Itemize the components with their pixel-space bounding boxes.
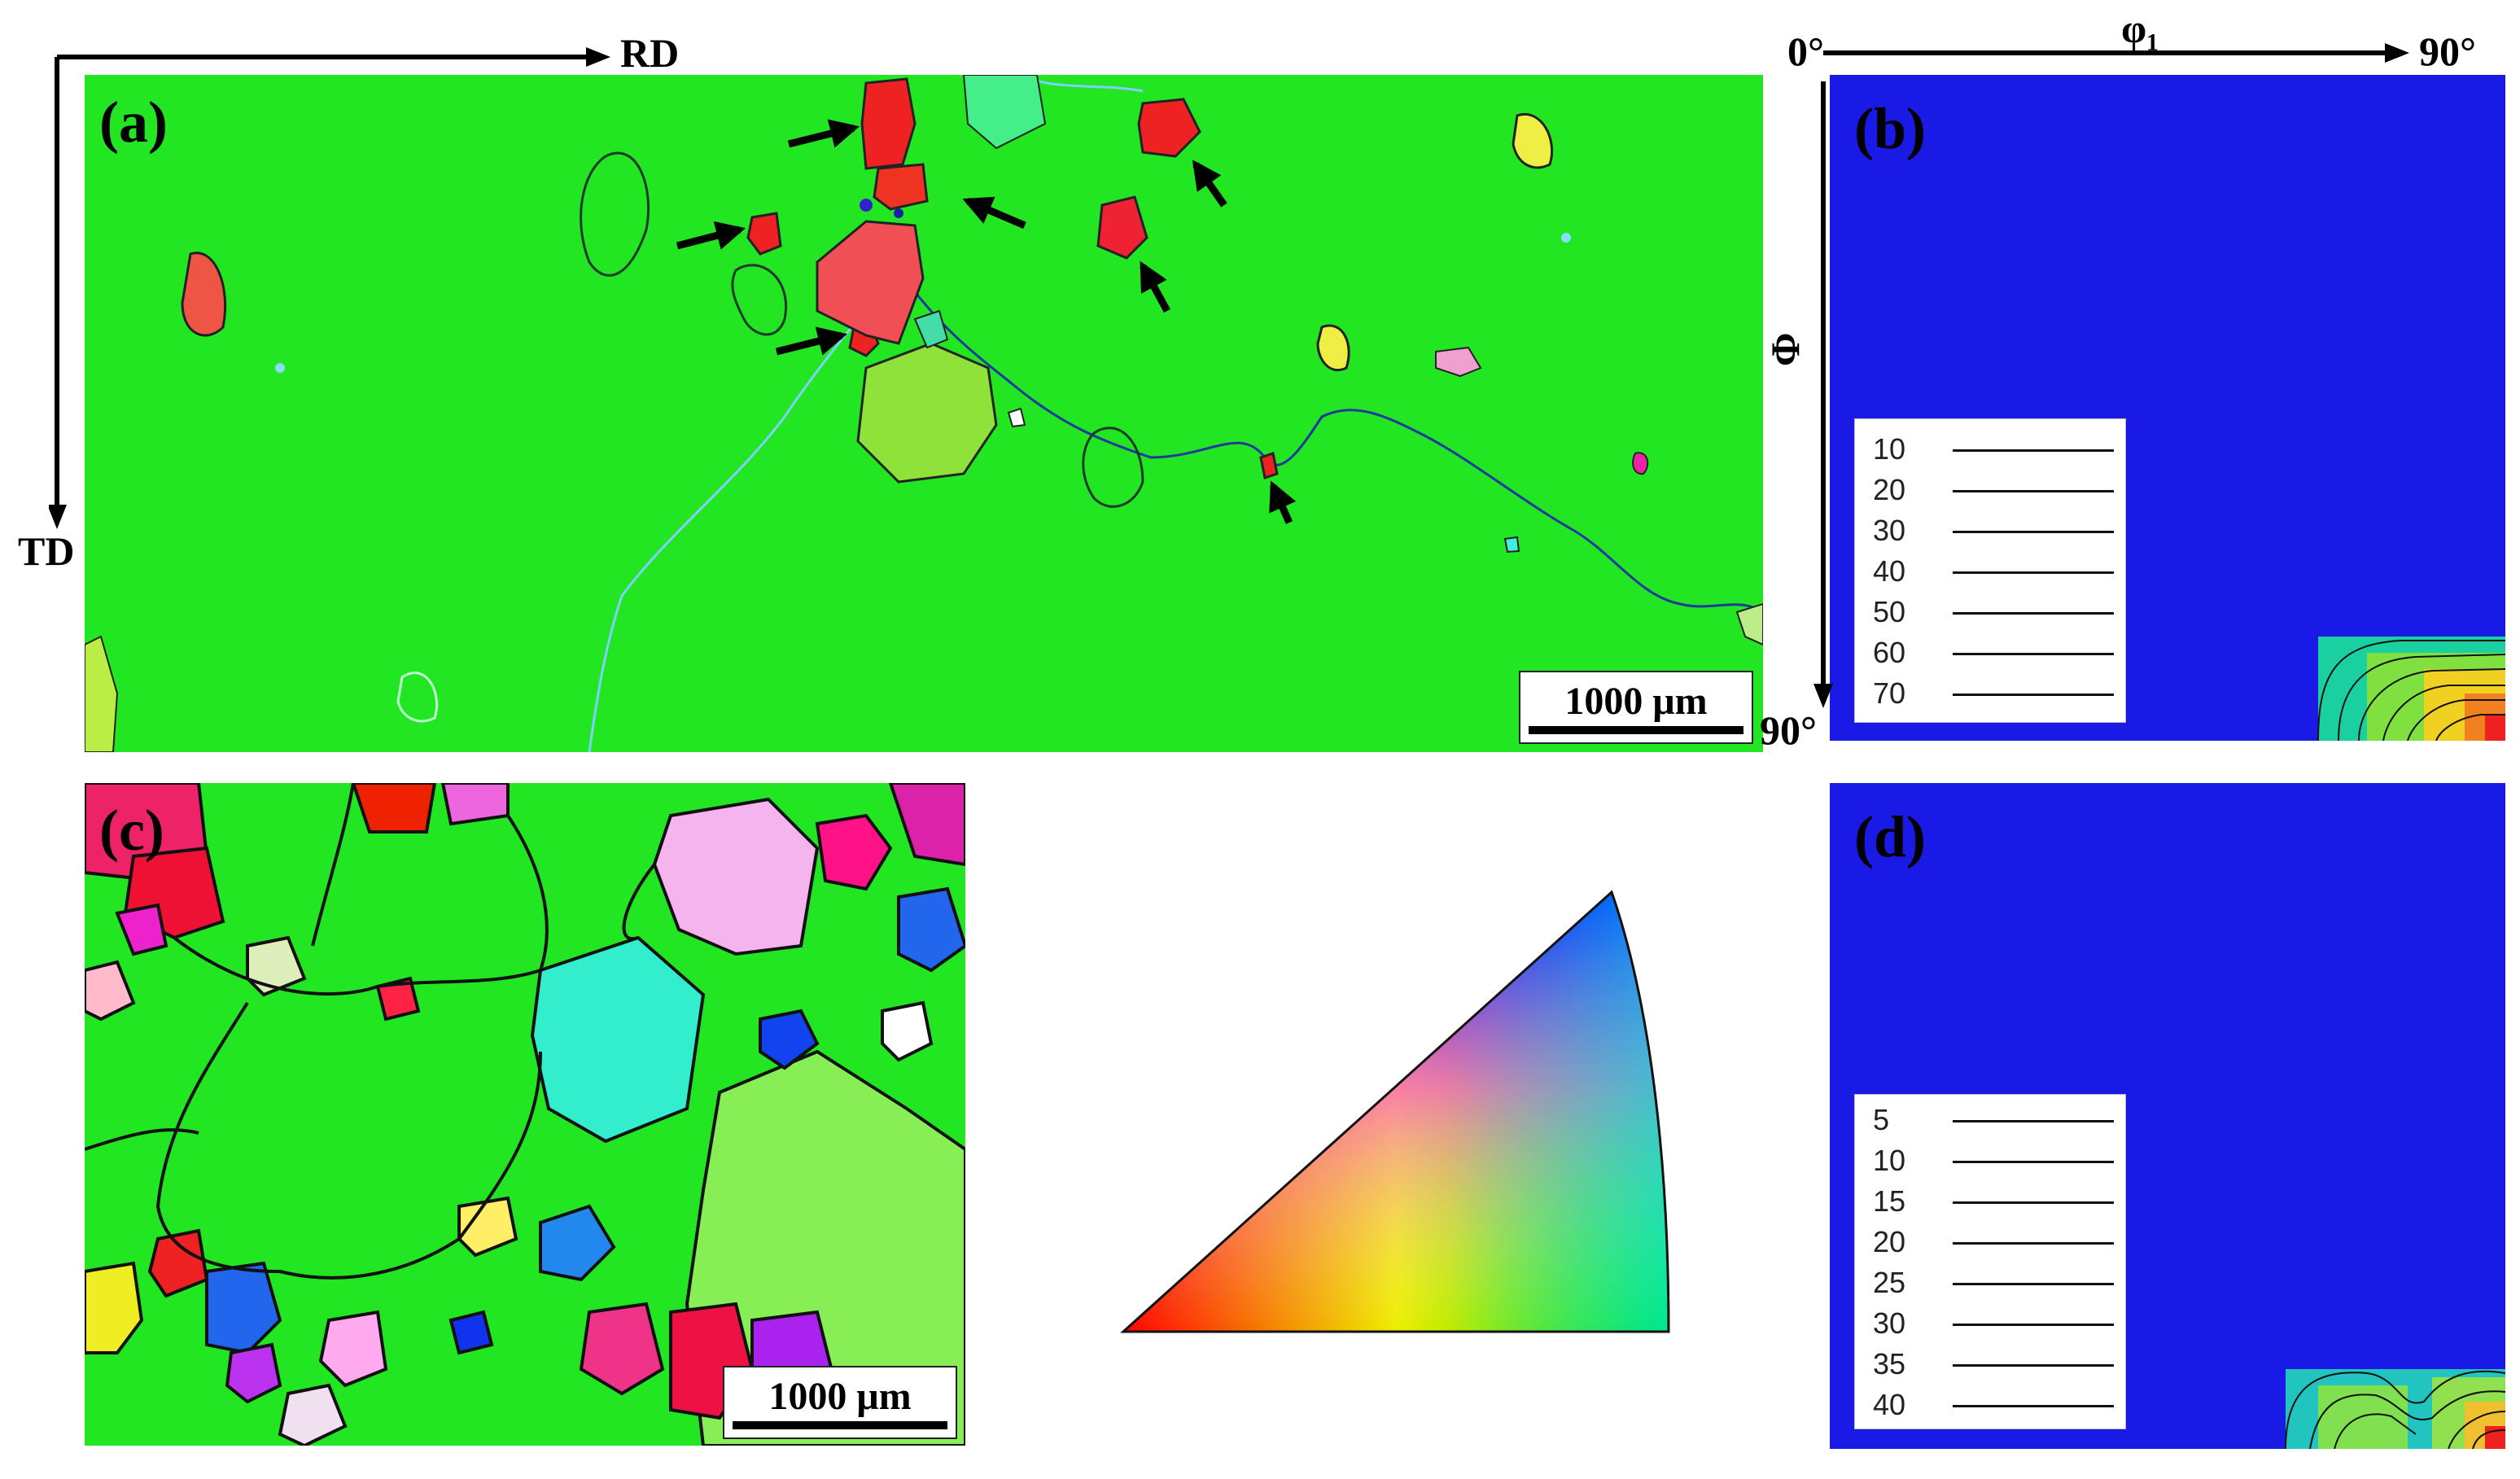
legend-row: 5 (1855, 1098, 2125, 1139)
panel-d-odf-contours (2285, 1369, 2505, 1449)
panel-b-label: (b) (1854, 96, 1926, 161)
phi-end-label: 90° (1760, 707, 1817, 753)
phi1-end-label: 90° (2419, 28, 2476, 74)
panel-d: (d) 5 10 15 20 25 30 35 40 (1830, 783, 2505, 1449)
legend-row: 60 (1855, 631, 2125, 672)
panel-c: (c) 1000 μm (85, 783, 965, 1446)
ipf-color-key (1120, 890, 1670, 1333)
panel-a-scale-bar: 1000 μm (1519, 671, 1753, 744)
panel-a-axes (49, 47, 610, 529)
td-axis-label: TD (18, 528, 75, 574)
panel-c-scale-bar: 1000 μm (723, 1366, 957, 1439)
legend-row: 50 (1855, 590, 2125, 631)
panel-c-ebsd-map (85, 783, 965, 1446)
legend-row: 40 (1855, 1383, 2125, 1424)
panel-a-ebsd-map (85, 75, 1763, 752)
phi1-start-label: 0° (1787, 28, 1824, 74)
panel-a-label: (a) (99, 90, 168, 155)
legend-row: 10 (1855, 1139, 2125, 1179)
rd-axis-label: RD (620, 30, 680, 76)
legend-row: 35 (1855, 1342, 2125, 1383)
legend-row: 70 (1855, 672, 2125, 712)
phi1-axis-label: φ₁ (2121, 6, 2159, 51)
panel-a-arrows (676, 119, 1297, 524)
panel-b-odf-contours (2317, 637, 2505, 741)
panel-d-legend: 5 10 15 20 25 30 35 40 (1854, 1094, 2126, 1429)
legend-row: 20 (1855, 1220, 2125, 1261)
panel-c-label: (c) (99, 798, 164, 863)
legend-row: 40 (1855, 549, 2125, 590)
panel-c-scale-bar-text: 1000 μm (768, 1375, 912, 1418)
legend-row: 10 (1855, 427, 2125, 468)
legend-row: 15 (1855, 1179, 2125, 1220)
panel-b: (b) 10 20 30 40 50 60 70 (1830, 75, 2505, 741)
phi-axis-label: Φ (1762, 332, 1808, 366)
legend-row: 30 (1855, 1302, 2125, 1342)
panel-a: (a) 1000 μm (85, 75, 1763, 752)
panel-c-scale-bar-line (733, 1421, 947, 1429)
panel-a-scale-bar-text: 1000 μm (1564, 680, 1708, 723)
legend-row: 20 (1855, 468, 2125, 509)
legend-row: 30 (1855, 509, 2125, 549)
panel-b-legend: 10 20 30 40 50 60 70 (1854, 418, 2126, 723)
legend-row: 25 (1855, 1261, 2125, 1302)
panel-b-axes (1813, 43, 2409, 708)
panel-d-label: (d) (1854, 804, 1926, 869)
panel-a-scale-bar-line (1529, 726, 1743, 734)
